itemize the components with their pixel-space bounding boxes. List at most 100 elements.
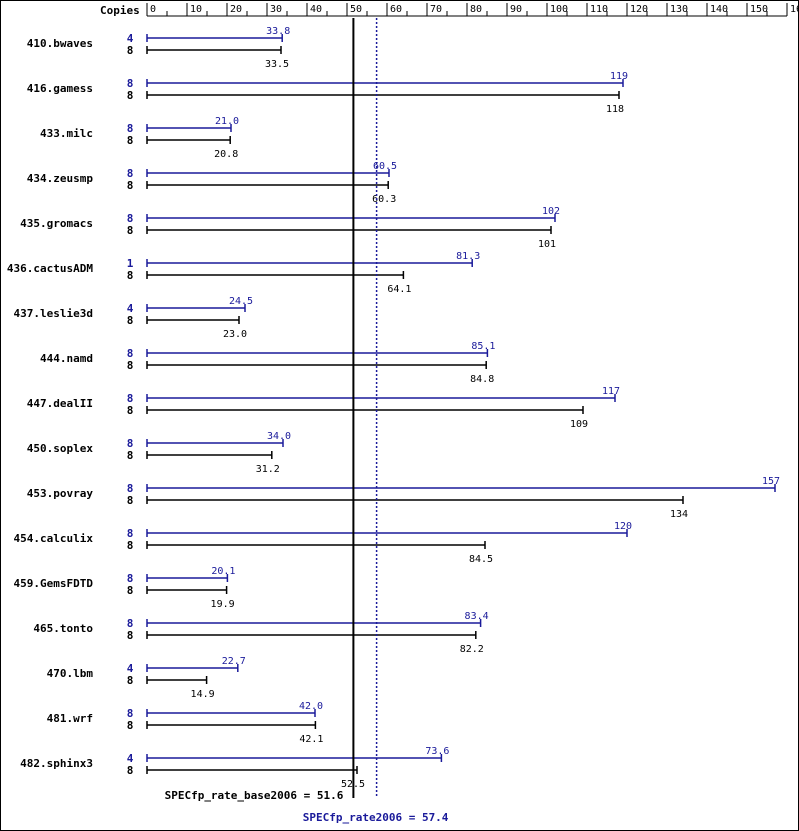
- benchmark-name: 434.zeusmp: [27, 172, 94, 185]
- benchmark-row: 433.milc 8 21.0 8 20.8: [40, 116, 239, 160]
- benchmark-name: 481.wrf: [47, 712, 93, 725]
- x-axis: Copies 0 10 20 30 40 50 60 70 80 90 100 110 120 130 140…: [100, 3, 799, 17]
- peak-value-label: 34.0: [267, 431, 291, 442]
- x-tick-label: 0: [150, 4, 156, 15]
- benchmark-row: 416.gamess 8 119 8 118: [27, 71, 628, 115]
- benchmark-name: 436.cactusADM: [7, 262, 93, 275]
- peak-copies: 4: [127, 752, 134, 765]
- base-copies: 8: [127, 44, 134, 57]
- peak-copies: 4: [127, 302, 134, 315]
- peak-value-label: 102: [542, 206, 560, 217]
- base-value-label: 42.1: [299, 734, 323, 745]
- peak-value-label: 21.0: [215, 116, 239, 127]
- x-tick-label: 160: [790, 4, 799, 15]
- benchmark-name: 416.gamess: [27, 82, 93, 95]
- benchmark-row: 454.calculix 8 120 8 84.5: [14, 521, 633, 565]
- peak-copies: 8: [127, 482, 134, 495]
- peak-copies: 8: [127, 527, 134, 540]
- benchmark-name: 454.calculix: [14, 532, 94, 545]
- benchmark-name: 437.leslie3d: [14, 307, 93, 320]
- x-tick-label: 80: [470, 4, 482, 15]
- benchmark-row: 436.cactusADM 1 81.3 8 64.1: [7, 251, 480, 295]
- base-copies: 8: [127, 674, 134, 687]
- peak-summary-label: SPECfp_rate2006 = 57.4: [303, 811, 449, 824]
- base-copies: 8: [127, 539, 134, 552]
- base-copies: 8: [127, 584, 134, 597]
- peak-value-label: 60.5: [373, 161, 397, 172]
- benchmark-name: 470.lbm: [47, 667, 94, 680]
- benchmark-name: 435.gromacs: [20, 217, 93, 230]
- peak-value-label: 20.1: [211, 566, 235, 577]
- peak-copies: 8: [127, 212, 134, 225]
- benchmark-row: 481.wrf 8 42.0 8 42.1: [47, 701, 324, 745]
- base-value-label: 60.3: [372, 194, 396, 205]
- peak-copies: 8: [127, 617, 134, 630]
- peak-copies: 8: [127, 707, 134, 720]
- benchmark-row: 465.tonto 8 83.4 8 82.2: [33, 611, 488, 655]
- x-tick-label: 140: [710, 4, 728, 15]
- peak-value-label: 119: [610, 71, 628, 82]
- peak-copies: 8: [127, 122, 134, 135]
- base-value-label: 19.9: [211, 599, 235, 610]
- peak-value-label: 33.8: [266, 26, 290, 37]
- x-tick-label: 150: [750, 4, 768, 15]
- peak-value-label: 73.6: [425, 746, 449, 757]
- base-copies: 8: [127, 269, 134, 282]
- benchmark-row: 444.namd 8 85.1 8 84.8: [40, 341, 495, 385]
- base-copies: 8: [127, 494, 134, 507]
- peak-copies: 4: [127, 662, 134, 675]
- base-copies: 8: [127, 179, 134, 192]
- peak-value-label: 42.0: [299, 701, 323, 712]
- benchmark-name: 410.bwaves: [27, 37, 93, 50]
- x-tick-label: 30: [270, 4, 282, 15]
- base-copies: 8: [127, 314, 134, 327]
- base-copies: 8: [127, 629, 134, 642]
- base-value-label: 31.2: [256, 464, 280, 475]
- peak-value-label: 157: [762, 476, 780, 487]
- base-copies: 8: [127, 764, 134, 777]
- benchmark-row: 470.lbm 4 22.7 8 14.9: [47, 656, 246, 700]
- benchmark-row: 410.bwaves 4 33.8 8 33.5: [27, 26, 290, 70]
- peak-copies: 8: [127, 347, 134, 360]
- base-value-label: 23.0: [223, 329, 247, 340]
- peak-copies: 8: [127, 437, 134, 450]
- peak-value-label: 81.3: [456, 251, 480, 262]
- peak-value-label: 83.4: [465, 611, 489, 622]
- base-value-label: 82.2: [460, 644, 484, 655]
- benchmark-row: 459.GemsFDTD 8 20.1 8 19.9: [14, 566, 236, 610]
- benchmark-name: 482.sphinx3: [20, 757, 93, 770]
- peak-copies: 8: [127, 77, 134, 90]
- peak-value-label: 120: [614, 521, 632, 532]
- benchmark-name: 447.dealII: [27, 397, 93, 410]
- benchmark-row: 437.leslie3d 4 24.5 8 23.0: [14, 296, 254, 340]
- x-tick-label: 130: [670, 4, 688, 15]
- benchmark-row: 450.soplex 8 34.0 8 31.2: [27, 431, 291, 475]
- base-value-label: 84.8: [470, 374, 494, 385]
- base-copies: 8: [127, 719, 134, 732]
- x-tick-label: 40: [310, 4, 322, 15]
- x-tick-label: 120: [630, 4, 648, 15]
- peak-copies: 8: [127, 572, 134, 585]
- copies-header: Copies: [100, 4, 140, 17]
- base-value-label: 134: [670, 509, 688, 520]
- base-value-label: 64.1: [387, 284, 411, 295]
- x-tick-label: 20: [230, 4, 242, 15]
- base-value-label: 20.8: [214, 149, 238, 160]
- base-copies: 8: [127, 224, 134, 237]
- base-value-label: 118: [606, 104, 624, 115]
- base-summary-label: SPECfp_rate_base2006 = 51.6: [165, 789, 344, 802]
- x-tick-label: 50: [350, 4, 362, 15]
- base-value-label: 101: [538, 239, 556, 250]
- base-copies: 8: [127, 449, 134, 462]
- x-tick-label: 70: [430, 4, 442, 15]
- base-value-label: 84.5: [469, 554, 493, 565]
- peak-copies: 8: [127, 167, 134, 180]
- base-copies: 8: [127, 89, 134, 102]
- benchmark-row: 453.povray 8 157 8 134: [27, 476, 780, 520]
- peak-copies: 4: [127, 32, 134, 45]
- base-copies: 8: [127, 359, 134, 372]
- peak-value-label: 117: [602, 386, 620, 397]
